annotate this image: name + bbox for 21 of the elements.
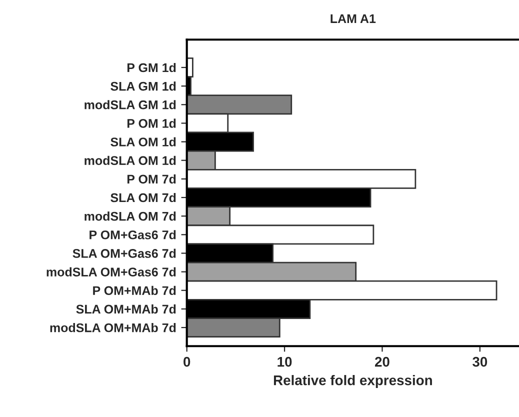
y-tick-label: modSLA OM+Gas6 7d: [46, 267, 176, 276]
x-tick-label: 0: [184, 356, 190, 367]
y-tick-label: P GM 1d: [127, 62, 176, 72]
y-tick-label: P OM 7d: [127, 174, 176, 184]
x-tick-label: 10: [278, 356, 292, 367]
y-tick-label: modSLA OM 7d: [84, 212, 176, 221]
y-tick-label: SLA OM 1d: [110, 137, 176, 146]
y-tick-label: SLA OM 7d: [110, 192, 176, 202]
y-tick-label: SLA OM+MAb 7d: [76, 304, 176, 314]
chart-title: LAM A1: [330, 14, 376, 23]
y-tick-label: modSLA OM 1d: [84, 156, 176, 166]
y-tick-label: modSLA GM 1d: [84, 100, 176, 110]
y-tick-label: modSLA OM+MAb 7d: [50, 323, 176, 332]
x-axis-title: Relative fold expression: [274, 375, 432, 388]
x-tick-label: 20: [374, 356, 390, 367]
y-tick-label: P OM 1d: [127, 118, 176, 128]
x-tick-label: 30: [472, 356, 488, 367]
y-tick-label: P OM+MAb 7d: [93, 286, 176, 296]
y-tick-label: SLA GM 1d: [110, 82, 176, 91]
y-tick-label: SLA OM+Gas6 7d: [72, 248, 176, 258]
y-tick-label: P OM+Gas6 7d: [90, 230, 176, 240]
